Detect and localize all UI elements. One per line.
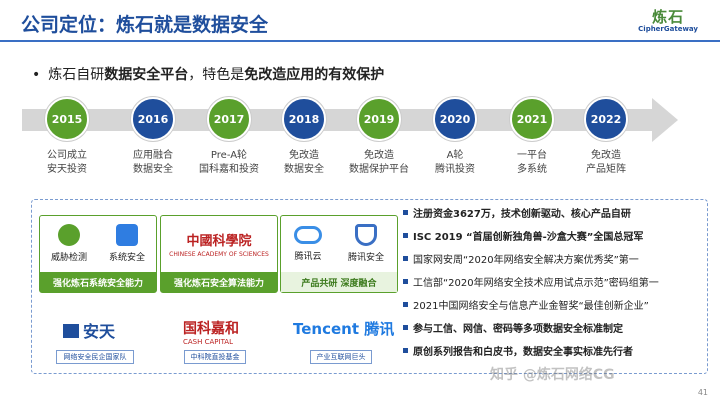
system-security-item: 系统安全 [109, 224, 145, 274]
timeline-label-line2: 国科嘉和投资 [199, 164, 259, 175]
fact-text: 原创系列报告和白皮书，数据安全事实标准先行者 [413, 347, 633, 358]
tag-cash: 中科院直投基金 [184, 350, 246, 364]
fact-item: 注册资金3627万，技术创新驱动、核心产品自研 [403, 205, 631, 220]
timeline-node: 2022 [584, 97, 628, 141]
timeline-label: Pre-A轮 国科嘉和投资 [189, 149, 269, 177]
card-foot-1: 强化炼石系统安全能力 [40, 272, 156, 292]
tencent-cloud-item: 腾讯云 [293, 224, 322, 274]
fact-bullet-icon [403, 256, 408, 261]
antian-brand: 安天 [63, 318, 115, 342]
investor-card-tencent: 腾讯云 腾讯安全 产品共研 深度融合 [280, 215, 398, 293]
fact-item: 2021中国网络安全与信息产业金智奖“最佳创新企业” [403, 297, 649, 312]
timeline-arrow-bar [22, 109, 652, 131]
timeline-node: 2021 [510, 97, 554, 141]
tencent-security-label: 腾讯安全 [347, 253, 384, 263]
fact-item: 国家网安周“2020年网络安全解决方案优秀奖”第一 [403, 251, 639, 266]
cas-logo-text: 中國科學院 [186, 234, 252, 249]
system-security-icon [115, 224, 138, 246]
tencent-security-item: 腾讯安全 [348, 224, 384, 274]
card-foot-2: 强化炼石安全算法能力 [161, 272, 277, 292]
timeline-label-line1: A轮 [446, 150, 464, 161]
bullet-bold-2: 免改造应用的有效保护 [244, 67, 385, 83]
timeline-label-line2: 产品矩阵 [586, 164, 626, 175]
investor-card-cas: 中國科學院 CHINESE ACADEMY OF SCIENCES 强化炼石安全… [160, 215, 278, 293]
timeline-node: 2015 [45, 97, 89, 141]
logo-cn-text: 炼石 [652, 8, 685, 26]
investor-card-antian: 威胁检测 系统安全 强化炼石系统安全能力 [39, 215, 157, 293]
antian-logo-icon [63, 324, 79, 338]
timeline-label-line1: 公司成立 [47, 150, 87, 161]
positioning-bullet: • 炼石自研数据安全平台，特色是免改造应用的有效保护 [32, 64, 384, 84]
fact-text: 注册资金3627万，技术创新驱动、核心产品自研 [413, 209, 631, 220]
cash-capital-brand: 国科嘉和 CASH CAPITAL [183, 318, 239, 346]
timeline-label-line1: 免改造 [289, 150, 319, 161]
fact-item: 原创系列报告和白皮书，数据安全事实标准先行者 [403, 343, 633, 358]
card-foot-3: 产品共研 深度融合 [281, 272, 397, 292]
fact-text: 2021中国网络安全与信息产业金智奖“最佳创新企业” [413, 301, 649, 312]
title-divider [0, 40, 720, 42]
tencent-cloud-label: 腾讯云 [294, 252, 322, 262]
timeline-label: 一平台 多系统 [492, 149, 572, 177]
timeline-node: 2017 [207, 97, 251, 141]
timeline-label-line1: Pre-A轮 [210, 150, 248, 161]
antian-brand-text: 安天 [83, 322, 116, 341]
timeline-label-line1: 应用融合 [133, 150, 173, 161]
fact-bullet-icon [403, 233, 408, 238]
tencent-cloud-icon [293, 226, 322, 244]
fact-bullet-icon [403, 210, 408, 215]
bullet-dot: • [32, 67, 41, 83]
timeline-label-line1: 一平台 [517, 150, 547, 161]
bullet-bold-1: 数据安全平台 [104, 67, 189, 83]
threat-detection-label: 威胁检测 [50, 253, 87, 263]
bullet-prefix: 炼石自研 [48, 67, 105, 83]
tag-tencent: 产业互联网巨头 [310, 350, 372, 364]
fact-item: ISC 2019 “首届创新独角兽-沙盒大赛”全国总冠军 [403, 228, 643, 243]
fact-item: 参与工信、网信、密码等多项数据安全标准制定 [403, 320, 623, 335]
fact-bullet-icon [403, 302, 408, 307]
cas-logo-sub: CHINESE ACADEMY OF SCIENCES [169, 251, 269, 258]
timeline-node: 2018 [282, 97, 326, 141]
timeline-label: 免改造 数据安全 [264, 149, 344, 177]
page-number: 41 [697, 388, 708, 397]
timeline-label-line1: 免改造 [364, 150, 394, 161]
timeline-label-line2: 安天投资 [47, 164, 87, 175]
cash-brand-en: CASH CAPITAL [183, 338, 233, 346]
tencent-brand: Tencent 腾讯 [293, 320, 395, 338]
threat-detection-icon [57, 224, 80, 246]
timeline-label-line2: 多系统 [517, 164, 547, 175]
tencent-security-icon [354, 224, 377, 246]
timeline-label: 免改造 产品矩阵 [566, 149, 646, 177]
fact-text: 工信部“2020年网络安全技术应用试点示范”密码组第一 [413, 278, 659, 289]
tag-antian: 网络安全民企国家队 [56, 350, 134, 364]
timeline-label-line2: 数据安全 [284, 164, 324, 175]
bullet-mid: ，特色是 [188, 67, 245, 83]
watermark: 知乎 @炼石网络CG [490, 367, 615, 383]
timeline-node: 2019 [357, 97, 401, 141]
fact-text: ISC 2019 “首届创新独角兽-沙盒大赛”全国总冠军 [413, 232, 644, 243]
fact-bullet-icon [403, 325, 408, 330]
fact-bullet-icon [403, 348, 408, 353]
timeline-label: 免改造 数据保护平台 [339, 149, 419, 177]
fact-bullet-icon [403, 279, 408, 284]
timeline-arrow-head [652, 98, 678, 142]
timeline-label-line1: 免改造 [591, 150, 621, 161]
company-logo: 炼石 CipherGateway [638, 6, 698, 33]
system-security-label: 系统安全 [108, 253, 145, 263]
cash-brand-text: 国科嘉和 [183, 321, 239, 337]
timeline-node: 2020 [433, 97, 477, 141]
timeline-label: 应用融合 数据安全 [113, 149, 193, 177]
info-panel [31, 199, 708, 374]
timeline-label-line2: 数据安全 [133, 164, 173, 175]
page-title: 公司定位：炼石就是数据安全 [21, 14, 269, 36]
logo-en-text: CipherGateway [638, 25, 698, 33]
timeline-label: A轮腾讯投资 [415, 149, 495, 177]
timeline-label-line2: 腾讯投资 [435, 164, 475, 175]
timeline-label-line2: 数据保护平台 [349, 164, 409, 175]
fact-item: 工信部“2020年网络安全技术应用试点示范”密码组第一 [403, 274, 659, 289]
timeline-node: 2016 [131, 97, 175, 141]
fact-text: 国家网安周“2020年网络安全解决方案优秀奖”第一 [413, 255, 639, 266]
fact-text: 参与工信、网信、密码等多项数据安全标准制定 [413, 324, 623, 335]
timeline-label: 公司成立 安天投资 [27, 149, 107, 177]
threat-detection-item: 威胁检测 [51, 224, 87, 274]
